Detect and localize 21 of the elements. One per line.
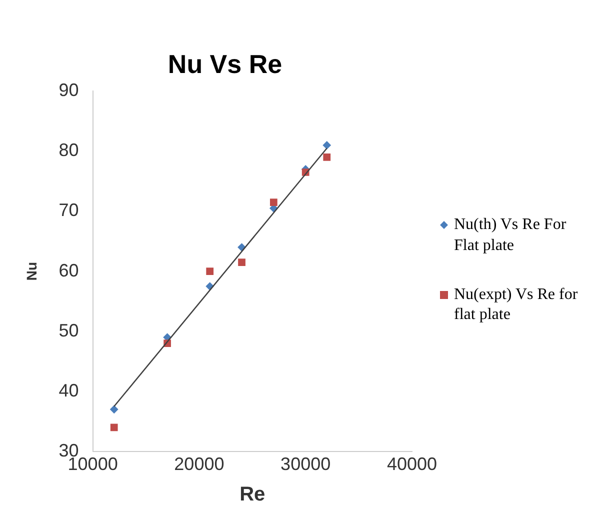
- y-tick-label: 50: [58, 320, 79, 340]
- point: [270, 198, 278, 206]
- legend-label: Nu(expt) Vs Re for flat plate: [454, 284, 579, 326]
- x-axis-title: Re: [240, 484, 266, 506]
- y-tick-label: 90: [58, 80, 79, 100]
- y-tick-label: 80: [58, 140, 79, 160]
- chart-title: Nu Vs Re: [168, 48, 282, 79]
- y-tick-label: 70: [58, 200, 79, 220]
- point: [110, 424, 118, 432]
- y-tick-label: 60: [58, 260, 79, 280]
- point: [323, 154, 331, 161]
- x-tick-label: 20000: [174, 454, 224, 474]
- point: [238, 258, 246, 266]
- point: [110, 405, 118, 414]
- point: [322, 141, 331, 150]
- y-tick-label: 40: [58, 380, 79, 400]
- x-tick-label: 30000: [280, 454, 331, 474]
- y-axis-title: Nu: [23, 262, 40, 281]
- point: [206, 268, 214, 275]
- legend-label: Nu(th) Vs Re For Flat plate: [454, 215, 568, 256]
- x-tick-label: 40000: [386, 454, 438, 474]
